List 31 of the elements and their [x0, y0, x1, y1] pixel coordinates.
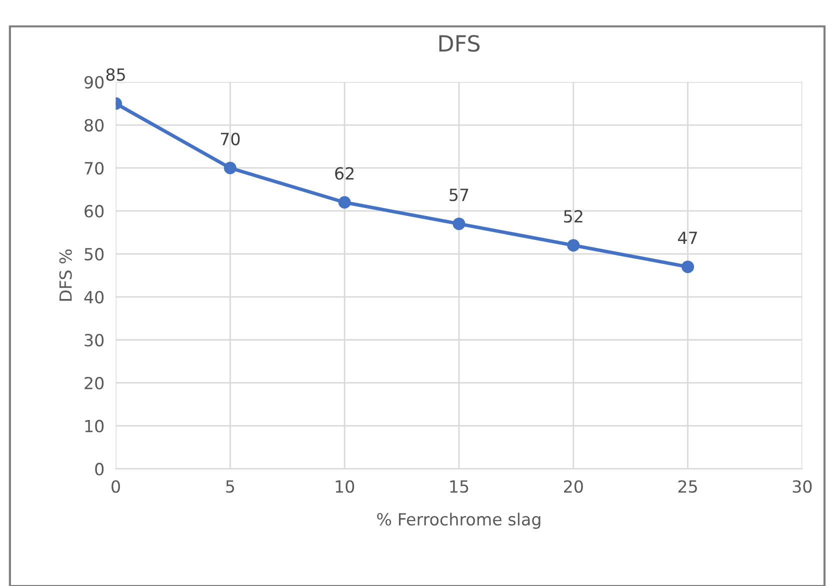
chart-title: DFS [439, 34, 480, 52]
y-tick-label: 60 [84, 204, 104, 218]
data-label: 62 [335, 167, 354, 180]
y-tick-label: 90 [84, 76, 104, 89]
x-tick-label: 15 [450, 480, 468, 493]
x-tick-label: 0 [112, 480, 120, 493]
point [452, 218, 466, 230]
point [224, 162, 236, 174]
x-tick-label: 30 [792, 480, 812, 493]
point [338, 196, 351, 209]
data-label: 57 [450, 188, 468, 202]
y-tick-label: 30 [84, 334, 104, 346]
point [682, 260, 694, 274]
x-axis-title: % Ferrochrome slag [377, 512, 540, 529]
y-tick-label: 10 [85, 420, 104, 432]
y-tick-label: 50 [84, 248, 104, 260]
point [567, 239, 580, 252]
x-tick-label: 25 [678, 480, 697, 493]
y-axis-title: DFS % [59, 249, 72, 301]
y-tick-label: 40 [84, 290, 104, 304]
y-tick-label: 70 [84, 162, 104, 175]
x-tick-label: 5 [226, 480, 234, 493]
y-tick-label: 0 [95, 462, 104, 476]
x-tick-label: 20 [564, 480, 583, 493]
data-label: 47 [678, 232, 697, 244]
y-tick-label: 20 [84, 376, 104, 390]
y-tick-label: 80 [84, 118, 104, 132]
data-label: 70 [220, 132, 240, 146]
x-tick-label: 10 [336, 480, 354, 493]
data-label: 52 [564, 210, 582, 223]
data-label: 85 [106, 68, 125, 81]
